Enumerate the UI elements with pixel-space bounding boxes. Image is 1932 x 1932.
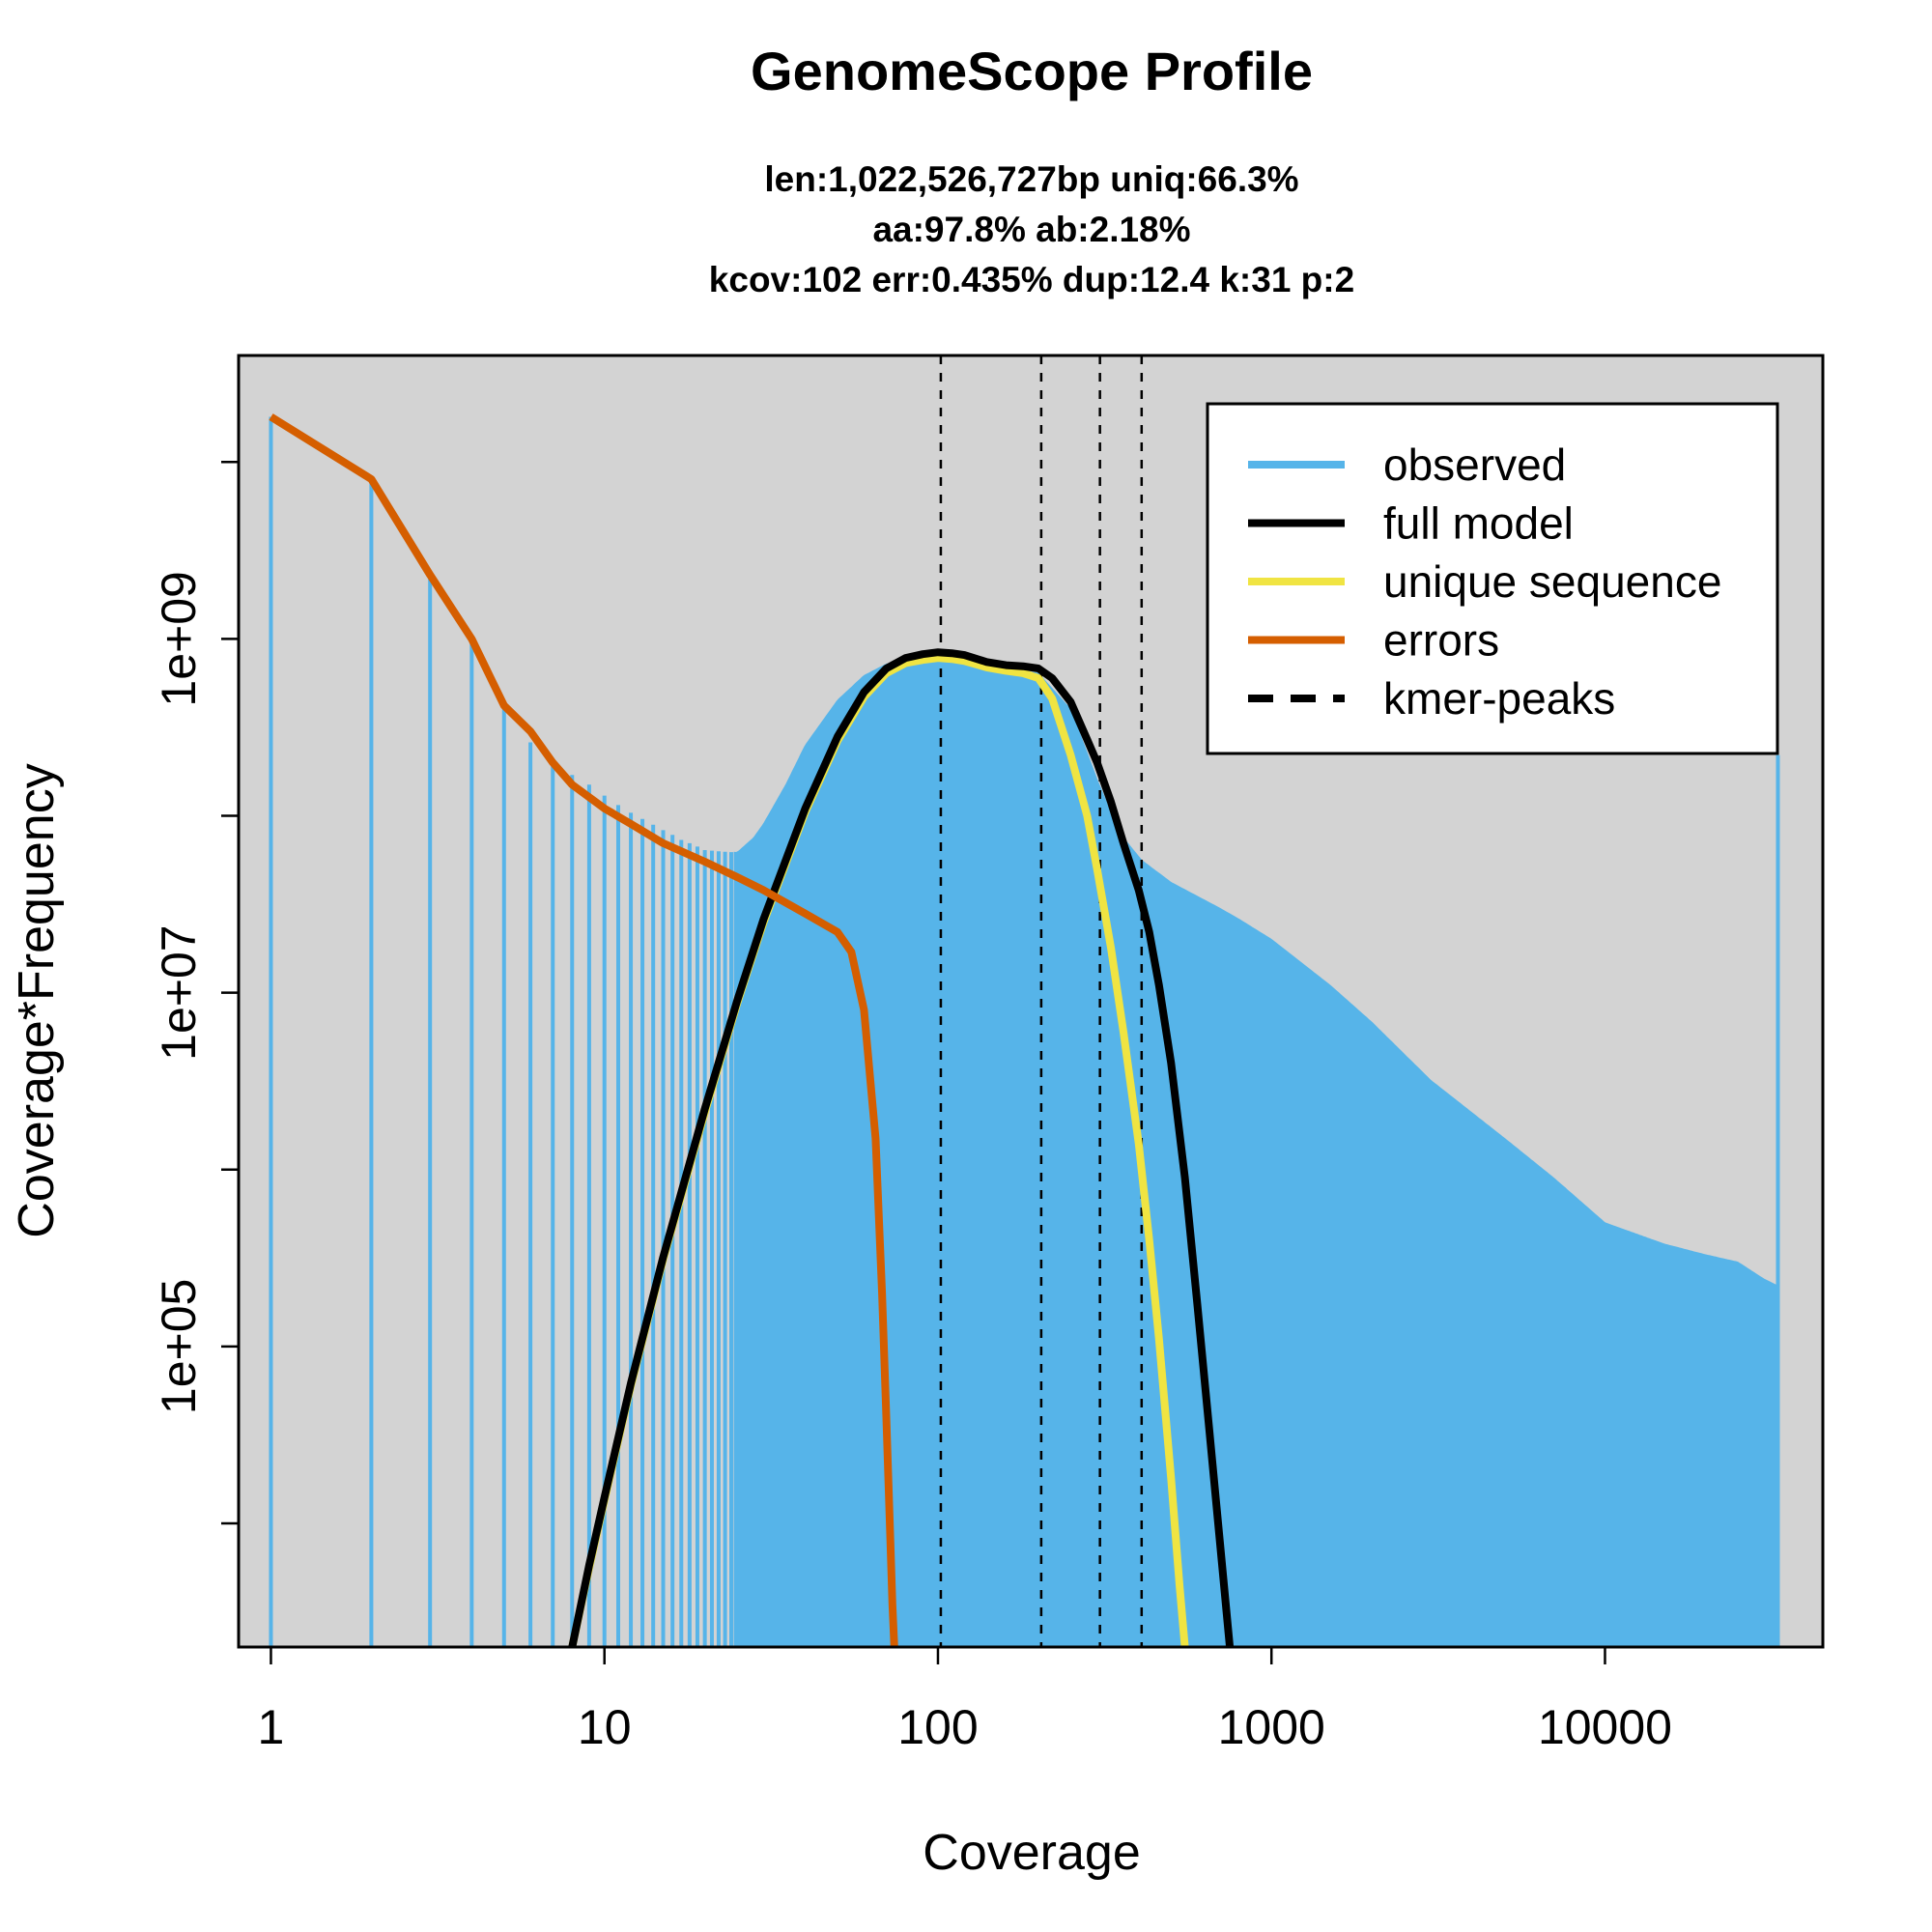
x-tick-label: 1: [258, 1700, 285, 1754]
y-tick-label: 1e+07: [152, 924, 206, 1060]
legend-label: unique sequence: [1383, 556, 1721, 607]
y-axis-label: Coverage*Frequency: [9, 763, 65, 1237]
legend-label: kmer-peaks: [1383, 673, 1615, 724]
y-tick-label: 1e+09: [152, 571, 206, 706]
legend-label: errors: [1383, 615, 1499, 666]
chart-title: GenomeScope Profile: [751, 41, 1313, 101]
chart-subtitle-line-3: kcov:102 err:0.435% dup:12.4 k:31 p:2: [709, 260, 1354, 299]
x-tick-label: 100: [897, 1700, 978, 1754]
x-axis: 1 10 100 1000 10000: [258, 1645, 1672, 1754]
y-tick-label: 1e+05: [152, 1279, 206, 1414]
observed-bars: [269, 416, 1780, 1648]
chart-subtitle-line-2: aa:97.8% ab:2.18%: [872, 210, 1190, 249]
kmer-peak-lines: [939, 355, 1144, 1647]
full-model-line: [568, 648, 1235, 1648]
x-tick-label: 10000: [1538, 1700, 1672, 1754]
x-tick-label: 10: [578, 1700, 632, 1754]
x-tick-label: 1000: [1218, 1700, 1325, 1754]
x-axis-label: Coverage: [923, 1825, 1140, 1881]
legend-label: full model: [1383, 498, 1574, 549]
chart-subtitle-line-1: len:1,022,526,727bp uniq:66.3%: [764, 159, 1298, 199]
legend-label: observed: [1383, 440, 1566, 490]
legend: observed full model unique sequence errors k…: [1206, 402, 1779, 755]
y-axis: 1e+05 1e+07 1e+09: [152, 461, 241, 1525]
errors-line: [269, 413, 898, 1648]
